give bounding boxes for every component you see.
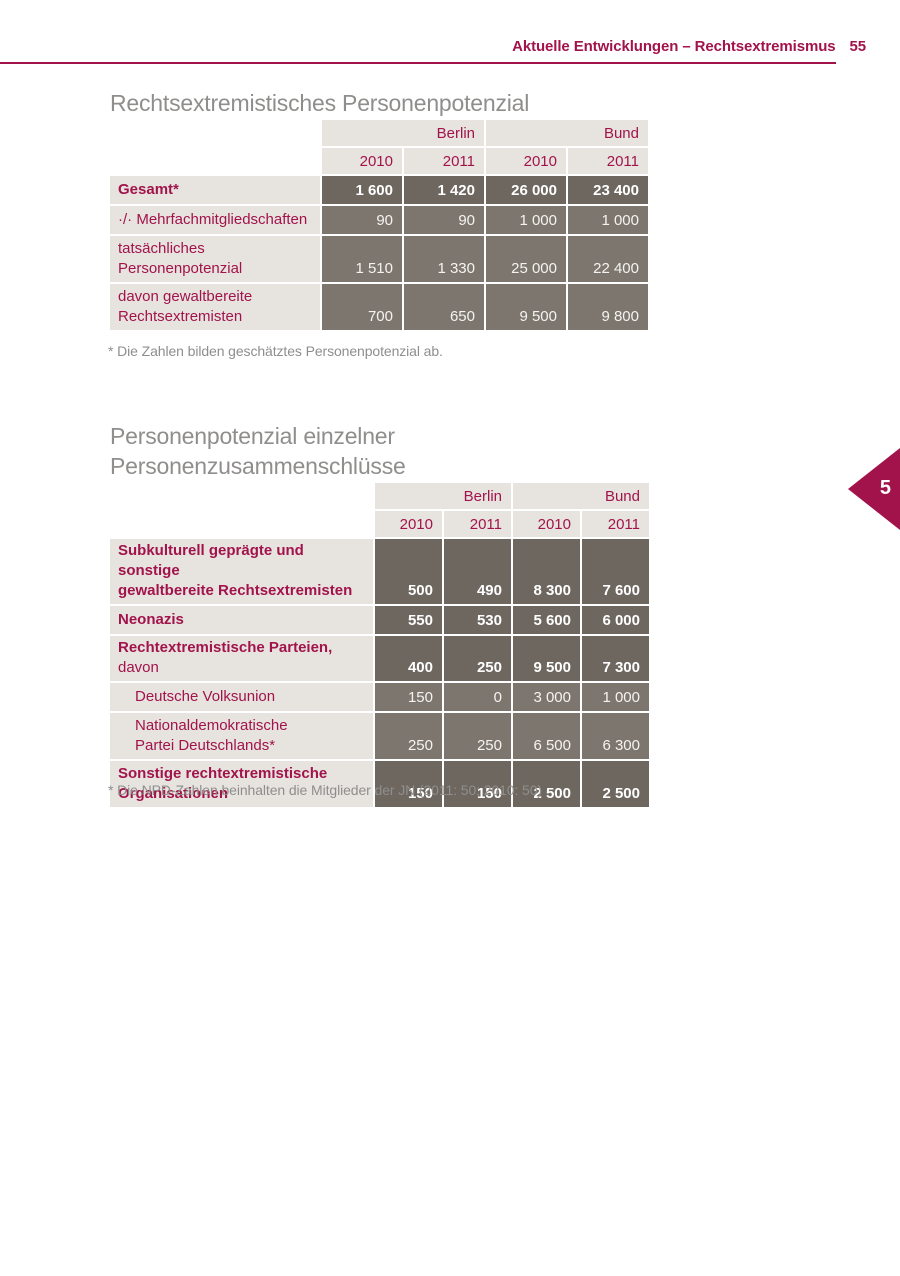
running-header-title: Aktuelle Entwicklungen – Rechtsextremism… bbox=[512, 38, 836, 55]
row-label: davon gewaltbereite Rechtsextremisten bbox=[110, 284, 320, 330]
table-row-gesamt: Gesamt* 1 600 1 420 26 000 23 400 bbox=[110, 176, 648, 204]
cell-value: 6 500 bbox=[513, 713, 580, 759]
chapter-tab-triangle-icon: 5 bbox=[848, 448, 900, 530]
table-row-mehrfachmitgliedschaften: ·/· Mehrfachmitgliedschaften 90 90 1 000… bbox=[110, 206, 648, 234]
cell-value: 7 300 bbox=[582, 636, 649, 681]
table-row-gewaltbereite-rechtsextremisten: davon gewaltbereite Rechtsextremisten 70… bbox=[110, 284, 648, 330]
row-label: Neonazis bbox=[110, 606, 373, 634]
cell-value: 6 300 bbox=[582, 713, 649, 759]
table-row-rechtsextremistische-parteien: Rechtextremistische Parteien, davon 400 … bbox=[110, 636, 649, 681]
cell-value: 250 bbox=[375, 713, 442, 759]
row-label: Subkulturell geprägte und sonstige gewal… bbox=[110, 539, 373, 604]
column-group-bund: Bund bbox=[513, 483, 649, 509]
cell-value: 650 bbox=[404, 284, 484, 330]
cell-value: 90 bbox=[404, 206, 484, 234]
cell-value: 25 000 bbox=[486, 236, 566, 282]
cell-value: 2 500 bbox=[513, 761, 580, 807]
year-header: 2010 bbox=[322, 148, 402, 174]
row-label: Rechtextremistische Parteien, davon bbox=[110, 636, 373, 681]
cell-value: 550 bbox=[375, 606, 442, 634]
cell-value: 9 500 bbox=[513, 636, 580, 681]
cell-value: 2 500 bbox=[582, 761, 649, 807]
cell-value: 22 400 bbox=[568, 236, 648, 282]
cell-value: 400 bbox=[375, 636, 442, 681]
chapter-number: 5 bbox=[879, 477, 891, 500]
row-label: ·/· Mehrfachmitgliedschaften bbox=[110, 206, 320, 234]
table-row-groups: Berlin Bund bbox=[110, 483, 649, 509]
cell-value: 7 600 bbox=[582, 539, 649, 604]
row-label: Deutsche Volksunion bbox=[110, 683, 373, 711]
cell-value: 1 600 bbox=[322, 176, 402, 204]
row-label: Gesamt* bbox=[110, 176, 320, 204]
table-row-years: 2010 2011 2010 2011 bbox=[110, 148, 648, 174]
footnote-table1: * Die Zahlen bilden geschätztes Personen… bbox=[108, 343, 443, 359]
corner-cell bbox=[110, 148, 320, 174]
running-header: Aktuelle Entwicklungen – Rechtsextremism… bbox=[512, 38, 866, 55]
row-label: Sonstige rechtextremistische Organisatio… bbox=[110, 761, 373, 807]
year-header: 2010 bbox=[375, 511, 442, 537]
cell-value: 8 300 bbox=[513, 539, 580, 604]
cell-value: 250 bbox=[444, 636, 511, 681]
table-row-neonazis: Neonazis 550 530 5 600 6 000 bbox=[110, 606, 649, 634]
corner-cell bbox=[110, 511, 373, 537]
year-header: 2010 bbox=[486, 148, 566, 174]
year-header: 2010 bbox=[513, 511, 580, 537]
cell-value: 23 400 bbox=[568, 176, 648, 204]
cell-value: 1 330 bbox=[404, 236, 484, 282]
cell-value: 90 bbox=[322, 206, 402, 234]
cell-value: 150 bbox=[375, 761, 442, 807]
row-label: tatsächliches Personenpotenzial bbox=[110, 236, 320, 282]
year-header: 2011 bbox=[582, 511, 649, 537]
cell-value: 530 bbox=[444, 606, 511, 634]
cell-value: 1 420 bbox=[404, 176, 484, 204]
row-label-bold-part: Rechtextremistische Parteien, bbox=[118, 639, 333, 656]
table-row-tatsaechliches-personenpotenzial: tatsächliches Personenpotenzial 1 510 1 … bbox=[110, 236, 648, 282]
cell-value: 1 000 bbox=[582, 683, 649, 711]
cell-value: 1 000 bbox=[568, 206, 648, 234]
column-group-berlin: Berlin bbox=[375, 483, 511, 509]
table-row-groups: Berlin Bund bbox=[110, 120, 648, 146]
table-row-deutsche-volksunion: Deutsche Volksunion 150 0 3 000 1 000 bbox=[110, 683, 649, 711]
table-personenzusammenschluesse: Berlin Bund 2010 2011 2010 2011 Subkultu… bbox=[108, 481, 651, 809]
cell-value: 9 500 bbox=[486, 284, 566, 330]
footnote-table2: * Die NPD-Zahlen beinhalten die Mitglied… bbox=[108, 782, 542, 798]
cell-value: 6 000 bbox=[582, 606, 649, 634]
cell-value: 0 bbox=[444, 683, 511, 711]
cell-value: 26 000 bbox=[486, 176, 566, 204]
year-header: 2011 bbox=[568, 148, 648, 174]
cell-value: 500 bbox=[375, 539, 442, 604]
table-row-npd: Nationaldemokratische Partei Deutschland… bbox=[110, 713, 649, 759]
cell-value: 3 000 bbox=[513, 683, 580, 711]
table-row-sonstige-organisationen: Sonstige rechtextremistische Organisatio… bbox=[110, 761, 649, 807]
corner-cell bbox=[110, 120, 320, 146]
year-header: 2011 bbox=[404, 148, 484, 174]
cell-value: 1 510 bbox=[322, 236, 402, 282]
year-header: 2011 bbox=[444, 511, 511, 537]
cell-value: 250 bbox=[444, 713, 511, 759]
cell-value: 490 bbox=[444, 539, 511, 604]
section-title-personenzusammenschluesse: Personenpotenzial einzelner Personenzusa… bbox=[110, 423, 406, 479]
section-title-personenpotenzial: Rechtsextremistisches Personenpotenzial bbox=[110, 90, 530, 116]
row-label: Nationaldemokratische Partei Deutschland… bbox=[110, 713, 373, 759]
column-group-bund: Bund bbox=[486, 120, 648, 146]
row-label-regular-part: davon bbox=[118, 659, 159, 676]
table-row-years: 2010 2011 2010 2011 bbox=[110, 511, 649, 537]
cell-value: 5 600 bbox=[513, 606, 580, 634]
cell-value: 150 bbox=[444, 761, 511, 807]
header-rule bbox=[0, 62, 836, 64]
corner-cell bbox=[110, 483, 373, 509]
cell-value: 9 800 bbox=[568, 284, 648, 330]
column-group-berlin: Berlin bbox=[322, 120, 484, 146]
cell-value: 1 000 bbox=[486, 206, 566, 234]
cell-value: 150 bbox=[375, 683, 442, 711]
table-personenpotenzial: Berlin Bund 2010 2011 2010 2011 Gesamt* … bbox=[108, 118, 650, 332]
page-number: 55 bbox=[849, 38, 867, 55]
table-row-subkulturell: Subkulturell geprägte und sonstige gewal… bbox=[110, 539, 649, 604]
cell-value: 700 bbox=[322, 284, 402, 330]
